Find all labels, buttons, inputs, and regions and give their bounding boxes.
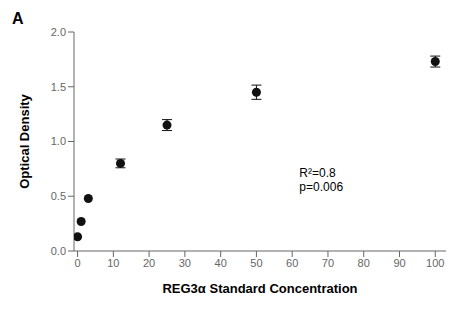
svg-text:Optical Density: Optical Density [17, 93, 32, 188]
svg-text:70: 70 [322, 257, 334, 269]
svg-text:60: 60 [286, 257, 298, 269]
svg-text:20: 20 [143, 257, 155, 269]
svg-text:50: 50 [250, 257, 262, 269]
svg-text:REG3α Standard Concentration: REG3α Standard Concentration [162, 281, 357, 296]
svg-text:30: 30 [179, 257, 191, 269]
svg-text:0.5: 0.5 [51, 190, 66, 202]
svg-text:90: 90 [393, 257, 405, 269]
svg-text:10: 10 [107, 257, 119, 269]
svg-text:0.0: 0.0 [51, 245, 66, 257]
svg-text:40: 40 [215, 257, 227, 269]
svg-text:2.0: 2.0 [51, 26, 66, 38]
html-text:A: A [12, 10, 24, 27]
svg-text:R²=0.8p=0.006: R²=0.8p=0.006 [299, 166, 343, 194]
svg-text:1.5: 1.5 [51, 81, 66, 93]
svg-text:0: 0 [75, 257, 81, 269]
svg-text:1.0: 1.0 [51, 135, 66, 147]
svg-text:80: 80 [358, 257, 370, 269]
svg-text:100: 100 [426, 257, 444, 269]
